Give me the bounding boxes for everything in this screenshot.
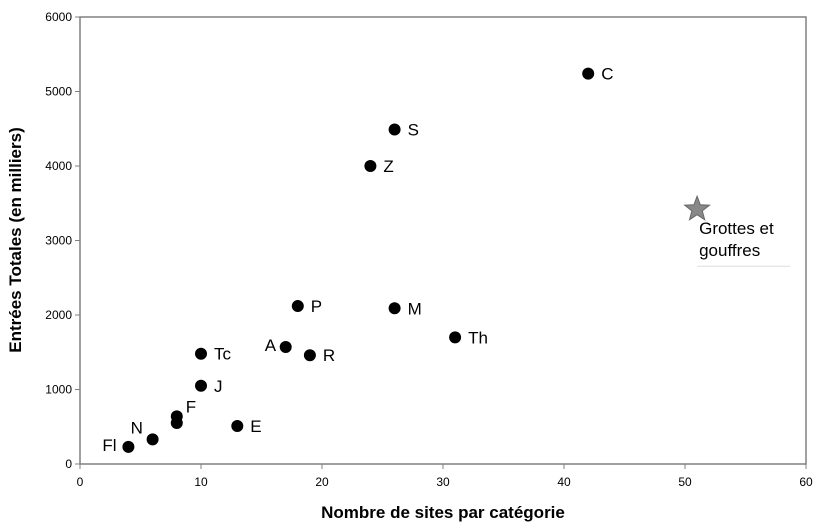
point-label: E [250,417,261,436]
point-label: R [323,346,335,365]
x-tick-label: 30 [436,475,450,489]
data-point [291,300,304,313]
point-label: F [186,397,196,416]
highlight-label-line: gouffres [699,241,760,260]
point-label: M [408,299,422,318]
point-label: A [265,336,277,355]
data-point [582,67,595,80]
y-tick-label: 1000 [45,383,72,397]
data-point [231,420,244,433]
point-label: N [131,418,143,437]
data-point [195,379,207,392]
y-axis-ticks: 0 1000 2000 3000 4000 5000 6000 [45,10,80,471]
data-point [303,349,316,362]
point-label: P [311,297,322,316]
x-tick-label: 20 [315,475,329,489]
y-tick-label: 3000 [45,234,72,248]
y-tick-label: 2000 [45,308,72,322]
y-tick-label: 4000 [45,159,72,173]
x-tick-label: 10 [194,475,208,489]
data-point [195,347,207,360]
data-point [449,331,462,344]
point-label: Fl [102,436,116,455]
y-tick-label: 0 [65,457,72,471]
y-tick-label: 5000 [45,85,72,99]
point-label: Tc [214,345,232,364]
point-label: S [408,120,419,139]
y-tick-label: 6000 [45,10,72,24]
highlight-marker-group: Grottes et gouffres [683,194,791,267]
data-point [388,302,401,315]
y-axis-title: Entrées Totales (en milliers) [6,127,25,352]
x-tick-label: 0 [77,475,84,489]
point-label: Z [383,157,393,176]
star-icon [683,194,711,221]
data-point [170,417,183,430]
point-label: J [214,377,223,396]
point-label: Th [468,328,488,347]
x-tick-label: 40 [557,475,571,489]
data-points: C SZ P M Th A R Tc JF E N Fl [102,65,613,455]
x-axis-ticks: 0 10 20 30 40 50 60 [77,464,813,489]
x-axis-title: Nombre de sites par catégorie [321,503,565,522]
x-tick-label: 50 [678,475,692,489]
data-point [146,433,159,446]
highlight-label-line: Grottes et [699,219,774,238]
data-point [364,160,377,172]
data-point [388,123,401,136]
data-point [279,341,292,354]
point-label: C [601,65,613,84]
data-point [122,440,135,453]
x-tick-label: 60 [799,475,813,489]
